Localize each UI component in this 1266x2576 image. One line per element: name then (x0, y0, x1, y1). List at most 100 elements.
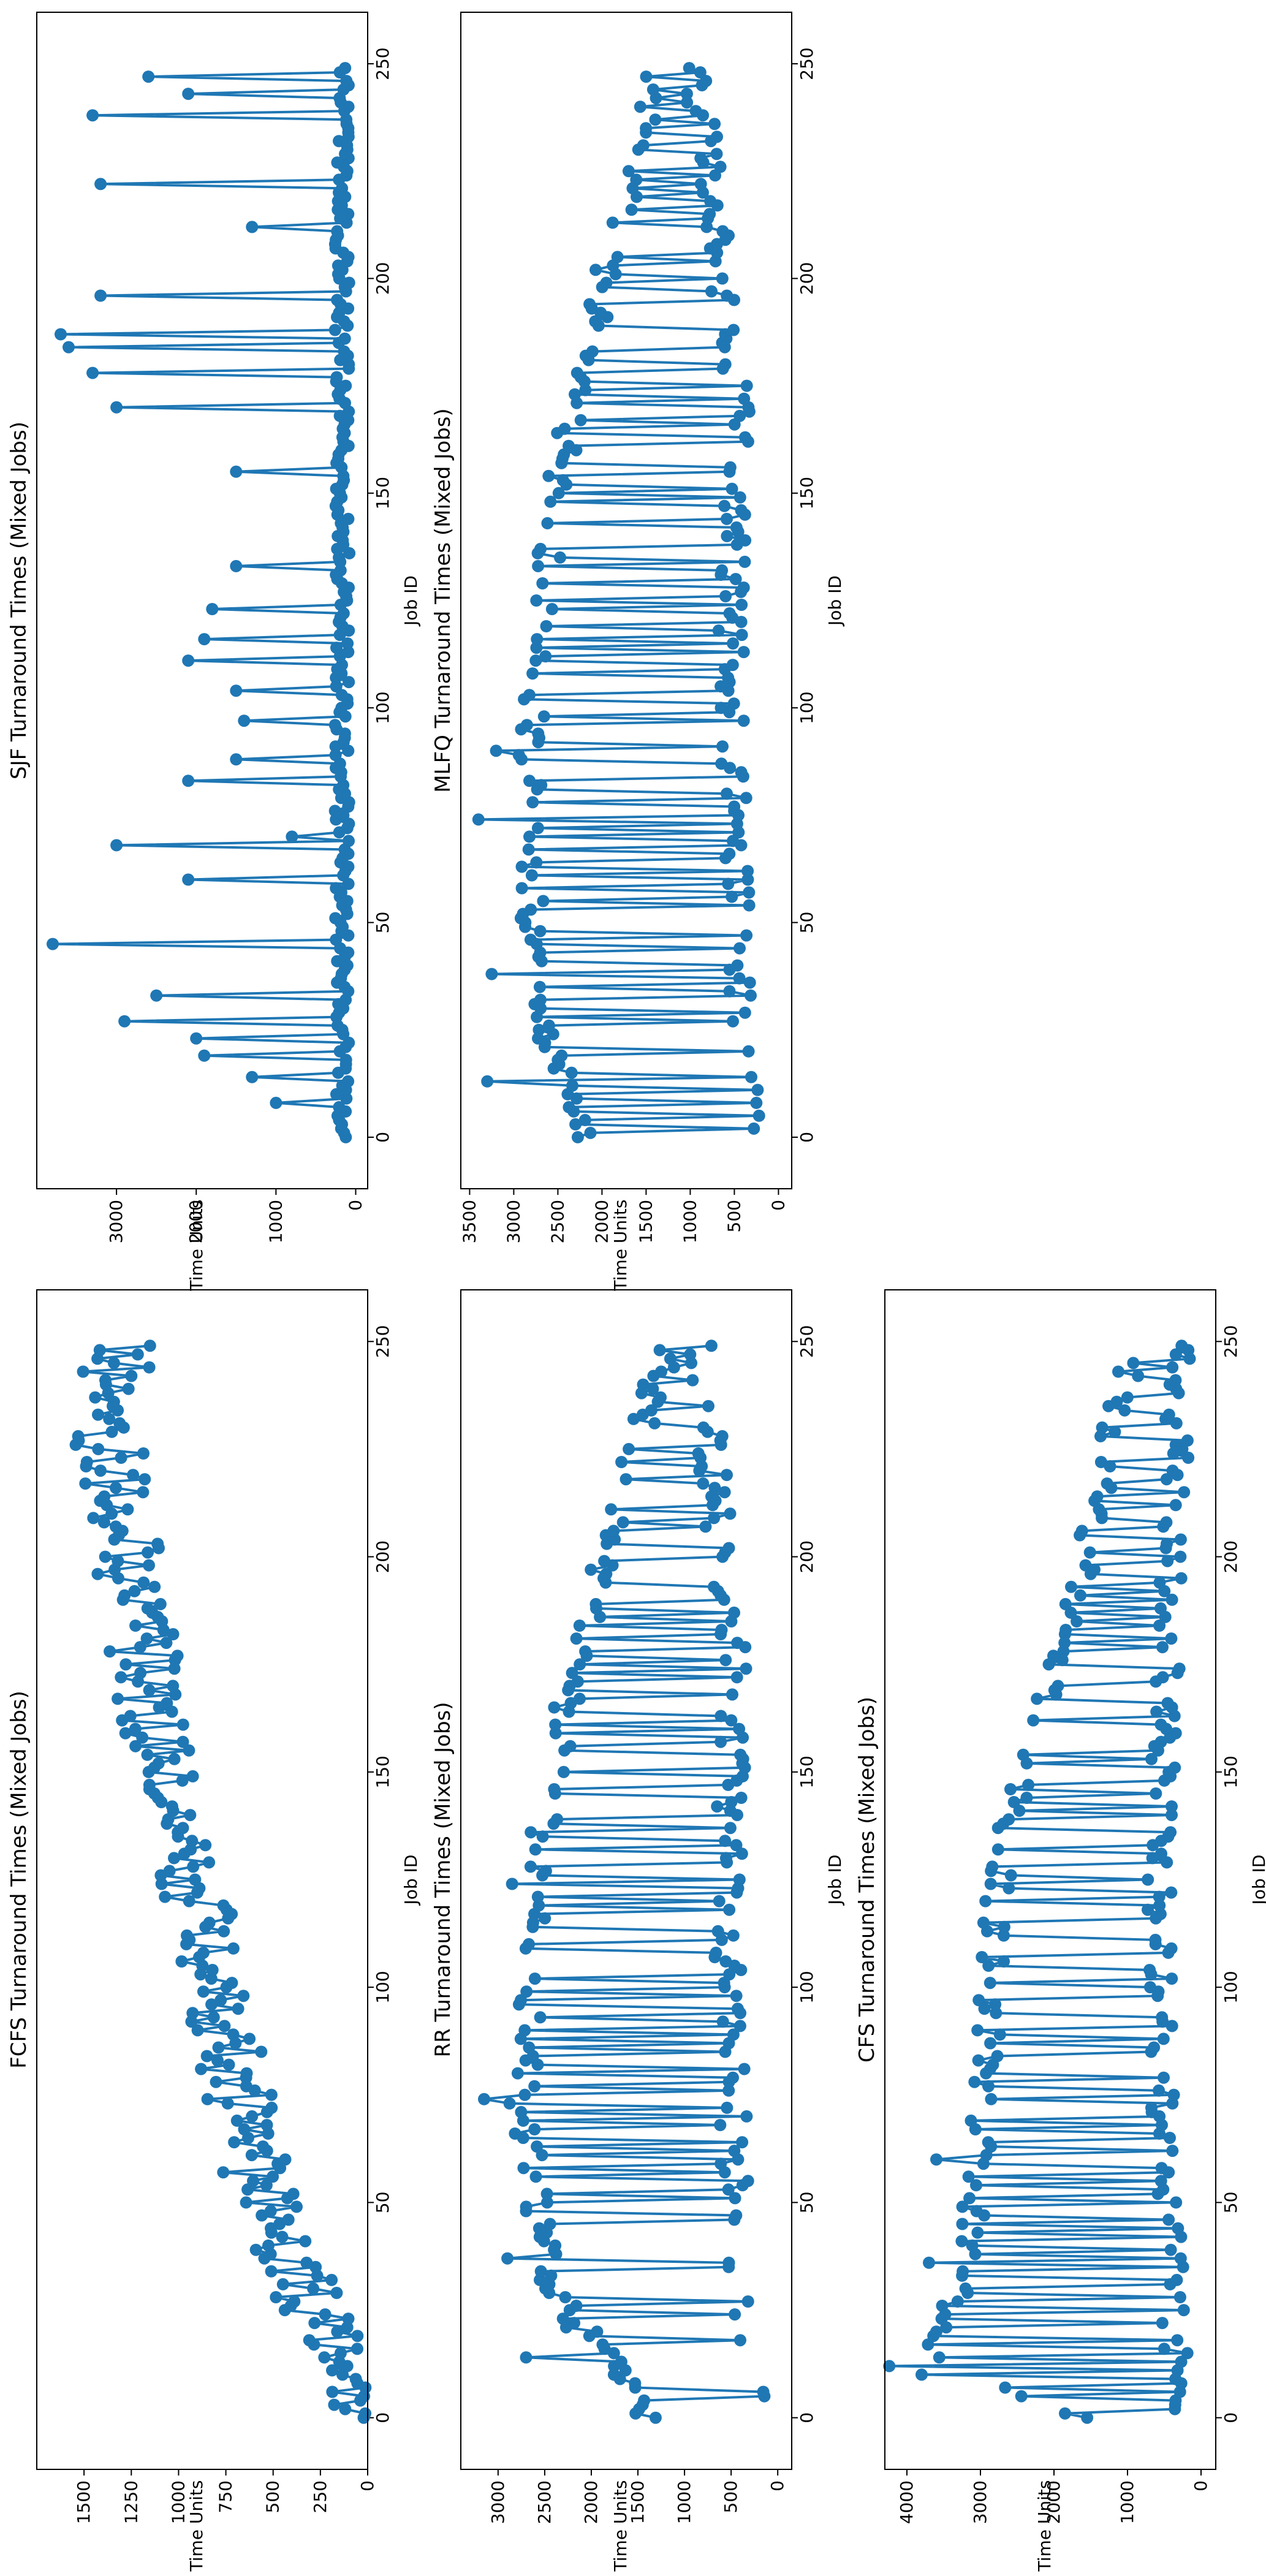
data-point (128, 1585, 141, 1597)
data-point (985, 2093, 998, 2105)
data-point (734, 1748, 747, 1761)
data-point (542, 1019, 555, 1032)
data-point (733, 1722, 746, 1735)
data-point (143, 1778, 156, 1791)
data-point (210, 2075, 222, 2088)
job-tick-label: 50 (1221, 2192, 1241, 2214)
data-point (211, 2054, 224, 2067)
data-point (951, 2295, 964, 2308)
data-point (1167, 2088, 1180, 2101)
data-point (737, 581, 750, 594)
data-point (1166, 2020, 1178, 2032)
data-point (349, 2373, 362, 2385)
axes-frame (36, 12, 368, 1189)
value-tick-label: 1500 (635, 1200, 656, 1243)
data-point (112, 1555, 124, 1567)
data-point (1164, 2132, 1176, 2144)
value-tick-label: 500 (724, 1200, 744, 1232)
data-point (716, 272, 729, 285)
data-point (681, 96, 694, 109)
data-point (142, 1546, 154, 1559)
data-point (501, 2252, 514, 2265)
data-point (544, 495, 557, 508)
value-tick-label: 0 (345, 1200, 365, 1211)
data-point (956, 2218, 969, 2230)
data-point (727, 324, 740, 336)
data-point (569, 1118, 582, 1131)
data-point (545, 603, 558, 615)
data-point (566, 1667, 578, 1680)
data-point (606, 216, 619, 229)
data-point (1156, 1641, 1169, 1654)
data-point (183, 1744, 195, 1757)
data-point (549, 2239, 562, 2252)
data-point (1160, 1473, 1173, 1486)
data-point (509, 2127, 521, 2140)
data-point (1156, 2317, 1169, 2330)
data-point (72, 1430, 85, 1442)
data-point (531, 2140, 544, 2153)
data-point (228, 2136, 241, 2149)
data-point (299, 2235, 312, 2248)
data-point (1074, 1589, 1086, 1602)
data-point (716, 564, 729, 577)
series-line (74, 1344, 370, 2419)
data-point (741, 2175, 754, 2188)
data-point (227, 1942, 240, 1955)
data-point (998, 1920, 1010, 1933)
data-point (290, 2200, 303, 2213)
data-point (708, 1512, 721, 1525)
data-point (727, 2028, 740, 2041)
value-tick-label: 3000 (503, 1200, 523, 1243)
data-point (1166, 1593, 1178, 1606)
data-point (710, 148, 723, 161)
data-point (740, 379, 753, 392)
data-point (330, 371, 343, 384)
fcfs-subplot: 0 250 500 750 1000 1250 1500 0 50 100 150 200 250 Tim… (7, 1289, 421, 2572)
data-point (646, 83, 659, 96)
data-point (308, 2317, 321, 2330)
data-point (481, 1075, 494, 1088)
value-tick-label: 4000 (896, 2480, 917, 2524)
data-point (616, 1516, 629, 1529)
data-point (713, 1895, 726, 1907)
data-point (750, 1096, 763, 1109)
data-point (539, 650, 552, 663)
data-point (246, 221, 259, 233)
data-point (533, 2222, 545, 2235)
data-point (191, 2024, 204, 2037)
data-point (1142, 1873, 1154, 1886)
data-point (1003, 1813, 1015, 1826)
data-point (620, 1473, 632, 1486)
data-point (1160, 1516, 1173, 1529)
data-point (733, 491, 746, 504)
data-point (1148, 2041, 1161, 2054)
value-tick-label: 2000 (581, 2480, 601, 2524)
data-point (723, 847, 736, 860)
data-point (137, 1576, 150, 1589)
data-point (719, 358, 732, 371)
value-tick-label: 1000 (680, 1200, 700, 1243)
data-point (1096, 1421, 1109, 1434)
job-tick-label: 0 (797, 2412, 817, 2423)
data-point (515, 860, 528, 873)
data-point (1161, 1555, 1174, 1567)
data-point (105, 1425, 118, 1438)
data-point (726, 482, 738, 495)
data-point (328, 324, 341, 336)
data-point (526, 796, 539, 809)
data-point (721, 529, 733, 542)
value-tick-label: 2000 (1044, 2480, 1064, 2524)
job-tick-label: 100 (373, 691, 393, 724)
data-point (711, 1925, 724, 1938)
job-tick-label: 200 (797, 262, 817, 295)
chart-title: SJF Turnaround Times (Mixed Jobs) (7, 422, 31, 779)
data-point (648, 1417, 661, 1430)
data-point (343, 276, 355, 289)
data-point (1075, 1525, 1088, 1537)
data-point (197, 1985, 210, 1998)
data-point (240, 2067, 253, 2080)
data-point (741, 865, 754, 877)
data-point (1101, 1477, 1113, 1490)
data-point (721, 787, 733, 800)
